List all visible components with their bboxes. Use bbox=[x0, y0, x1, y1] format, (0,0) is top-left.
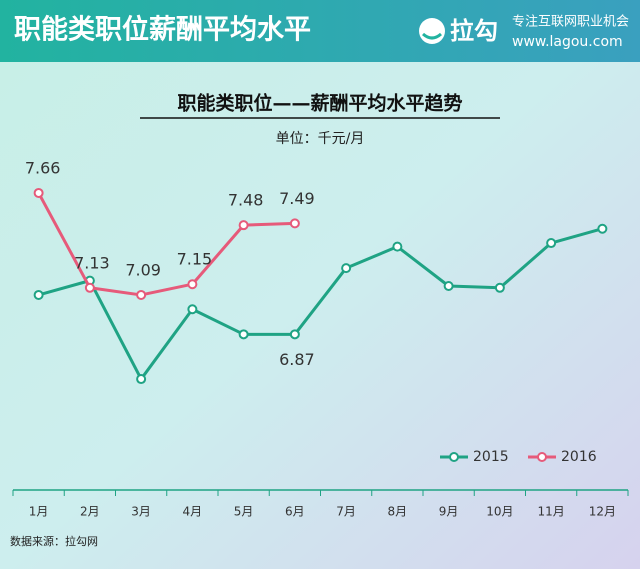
point bbox=[136, 289, 147, 300]
chart-subtitle: 单位：千元/月 bbox=[276, 131, 365, 147]
x-tick-label: 2月 bbox=[80, 505, 100, 519]
series-line bbox=[37, 192, 295, 297]
point bbox=[136, 374, 147, 385]
x-tick-label: 10月 bbox=[486, 505, 513, 519]
point bbox=[597, 223, 608, 234]
legend-label: 2016 bbox=[561, 449, 597, 465]
point bbox=[238, 220, 249, 231]
value-label: 7.09 bbox=[125, 260, 161, 279]
header-title: 职能类职位薪酬平均水平 bbox=[14, 14, 311, 46]
url: www.lagou.com bbox=[512, 34, 623, 50]
chart-title: 职能类职位——薪酬平均水平趋势 bbox=[177, 92, 462, 115]
x-tick-label: 4月 bbox=[183, 505, 203, 519]
value-label: 7.13 bbox=[74, 253, 110, 272]
x-tick-label: 3月 bbox=[131, 505, 151, 519]
series-line bbox=[38, 227, 603, 381]
point bbox=[238, 329, 249, 340]
x-tick-label: 1月 bbox=[29, 505, 49, 519]
x-tick-label: 9月 bbox=[439, 505, 459, 519]
value-label: 6.87 bbox=[279, 350, 315, 369]
point bbox=[546, 238, 557, 249]
point bbox=[33, 187, 44, 198]
value-label: 7.48 bbox=[228, 191, 264, 210]
x-tick-label: 11月 bbox=[537, 505, 564, 519]
value-label: 7.15 bbox=[177, 250, 213, 269]
value-label: 7.66 bbox=[25, 158, 61, 177]
point bbox=[187, 304, 198, 315]
logo-icon bbox=[419, 18, 445, 44]
point bbox=[33, 289, 44, 300]
x-tick-label: 5月 bbox=[234, 505, 254, 519]
point bbox=[494, 282, 505, 293]
legend-label: 2015 bbox=[473, 449, 509, 465]
value-label: 7.49 bbox=[279, 189, 315, 208]
point bbox=[341, 263, 352, 274]
slogan: 专注互联网职业机会 bbox=[512, 15, 629, 30]
x-tick-label: 8月 bbox=[388, 505, 408, 519]
point bbox=[443, 281, 454, 291]
source: 数据来源：拉勾网 bbox=[10, 534, 98, 548]
point bbox=[187, 279, 198, 290]
point bbox=[84, 282, 95, 293]
legend-marker bbox=[449, 452, 459, 462]
x-tick-label: 12月 bbox=[589, 505, 616, 519]
legend-marker bbox=[537, 452, 547, 462]
x-tick-label: 6月 bbox=[285, 505, 305, 519]
point bbox=[392, 241, 403, 252]
point bbox=[289, 329, 300, 340]
logo-text: 拉勾 bbox=[450, 17, 498, 45]
header-band bbox=[0, 0, 640, 62]
logo-icon-mark bbox=[422, 32, 442, 40]
x-tick-label: 7月 bbox=[336, 505, 356, 519]
point bbox=[289, 218, 300, 229]
